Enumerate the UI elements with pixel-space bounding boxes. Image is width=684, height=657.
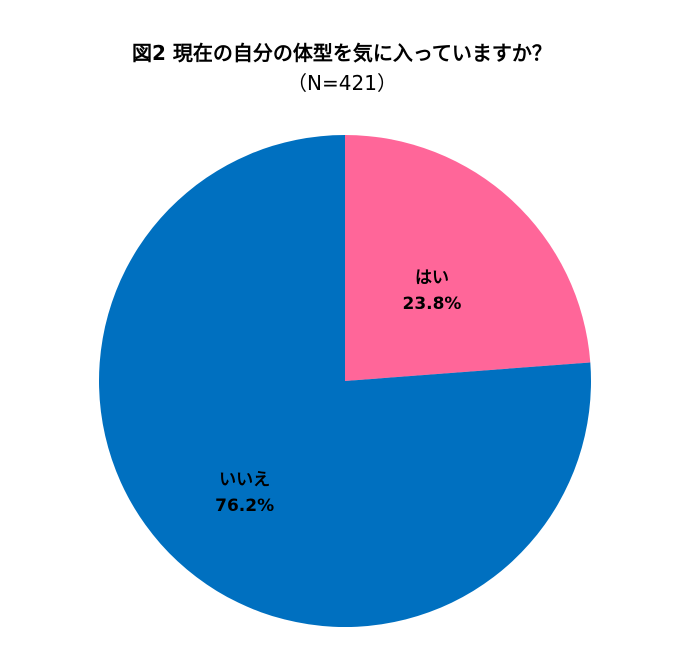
pie-slice-0 [345,135,591,381]
pie-slice-1 [98,135,592,627]
slice-category-label-0: はい [415,268,449,288]
chart-title-main: 図2 現在の自分の体型を気に入っていますか？ [132,41,552,65]
chart-subtitle: （N=421） [287,71,397,95]
slice-category-label-1: いいえ [219,470,270,490]
slice-value-label-0: 23.8% [402,294,461,314]
chart-title: 図2 現在の自分の体型を気に入っていますか？ （N=421） [0,38,684,98]
slice-value-label-1: 76.2% [215,496,274,516]
